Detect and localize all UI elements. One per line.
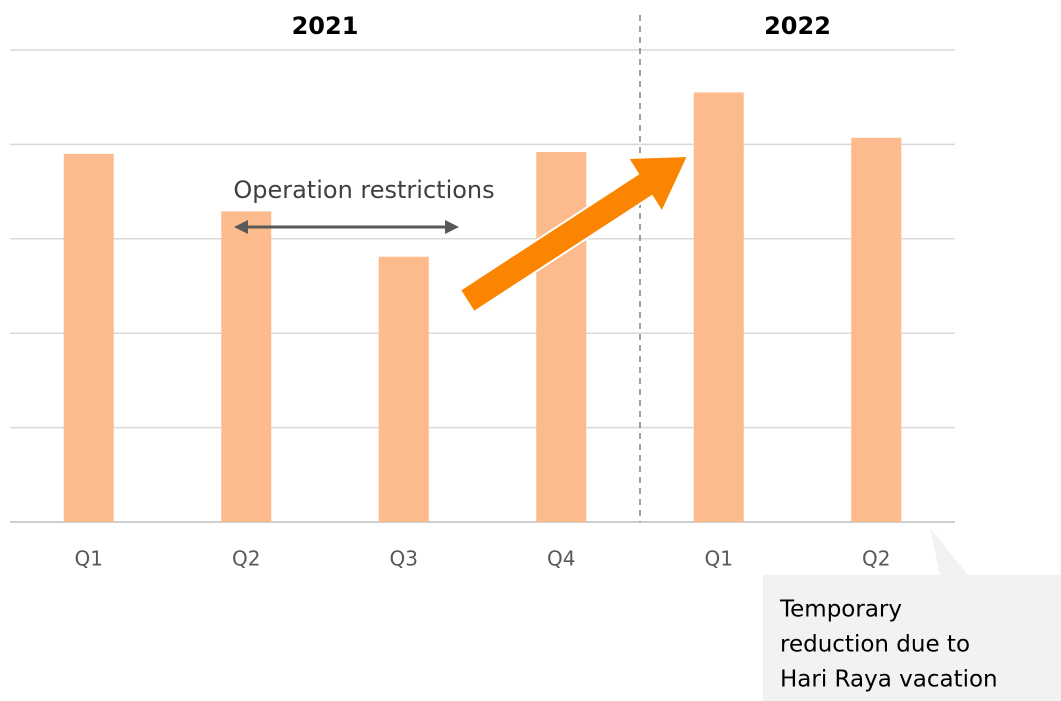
x-tick-label: Q1 — [705, 547, 733, 571]
x-tick-label: Q1 — [75, 547, 103, 571]
group-label: 2021 — [292, 12, 359, 40]
callout-text: Temporary — [779, 597, 902, 623]
bar — [221, 211, 272, 522]
bar — [536, 151, 587, 522]
bar — [63, 153, 114, 522]
x-tick-label: Q2 — [232, 547, 260, 571]
group-label: 2022 — [764, 12, 831, 40]
x-tick-label: Q3 — [390, 547, 418, 571]
callout-text: Hari Raya vacation — [780, 667, 998, 693]
callout-text: reduction due to — [780, 632, 970, 658]
bar — [378, 256, 429, 522]
growth-arrow — [458, 154, 690, 314]
x-tick-label: Q2 — [862, 547, 890, 571]
annotation: Operation restrictions — [233, 176, 494, 204]
callout — [763, 528, 1061, 701]
restriction-arrow — [234, 220, 459, 234]
bar — [693, 92, 744, 522]
x-tick-label: Q4 — [547, 547, 575, 571]
bar — [851, 137, 902, 523]
